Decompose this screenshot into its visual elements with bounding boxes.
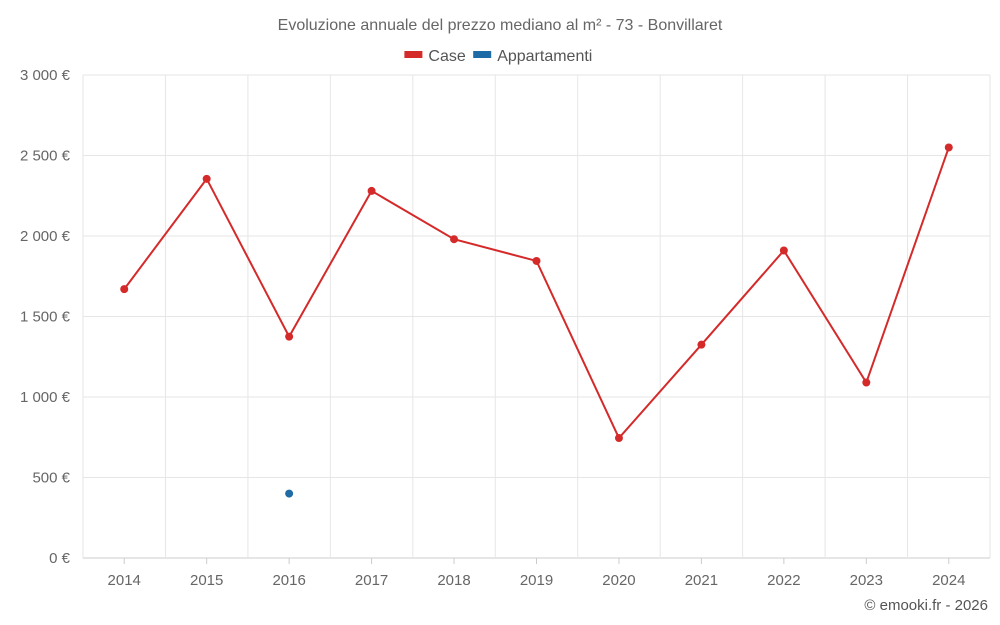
- x-tick-label: 2020: [602, 572, 635, 589]
- data-point-case[interactable]: [862, 378, 871, 387]
- chart-title: Evoluzione annuale del prezzo mediano al…: [278, 17, 723, 34]
- legend-label[interactable]: Case: [428, 48, 465, 65]
- x-tick-label: 2024: [932, 572, 965, 589]
- y-tick-label: 1 000 €: [20, 389, 71, 406]
- x-tick-label: 2018: [437, 572, 470, 589]
- x-tick-label: 2022: [767, 572, 800, 589]
- data-point-case[interactable]: [450, 235, 459, 244]
- y-tick-label: 500 €: [32, 470, 70, 487]
- x-tick-label: 2023: [850, 572, 883, 589]
- series-layer: [120, 143, 953, 498]
- x-tick-label: 2014: [108, 572, 141, 589]
- y-tick-label: 1 500 €: [20, 309, 71, 326]
- y-tick-label: 0 €: [49, 550, 71, 567]
- data-point-case[interactable]: [779, 246, 788, 255]
- data-point-case[interactable]: [944, 143, 953, 152]
- x-axis: 2014 2015 2016 2017 2018 2019 2020 2021 2022 2023…: [108, 558, 965, 589]
- data-point-case[interactable]: [532, 256, 541, 265]
- data-point-case[interactable]: [120, 285, 129, 294]
- y-tick-label: 2 000 €: [20, 228, 71, 245]
- credit-text: © emooki.fr - 2026: [864, 597, 988, 614]
- y-tick-label: 2 500 €: [20, 148, 71, 165]
- legend-swatch: [473, 51, 492, 58]
- x-tick-label: 2021: [685, 572, 718, 589]
- legend-swatch: [404, 51, 423, 58]
- x-tick-label: 2017: [355, 572, 388, 589]
- data-point-case[interactable]: [697, 340, 706, 349]
- x-tick-label: 2015: [190, 572, 223, 589]
- y-tick-label: 3 000 €: [20, 67, 71, 84]
- data-point-case[interactable]: [367, 186, 376, 195]
- x-tick-label: 2016: [272, 572, 305, 589]
- data-point-case[interactable]: [285, 332, 294, 341]
- data-point-case[interactable]: [202, 174, 211, 183]
- legend-label[interactable]: Appartamenti: [497, 48, 592, 65]
- legend: Case Appartamenti: [404, 48, 592, 65]
- gridlines: [82, 74, 991, 559]
- x-tick-label: 2019: [520, 572, 553, 589]
- y-axis: 0 € 500 € 1 000 € 1 500 € 2 000 € 2 500 € 3 00…: [20, 67, 71, 567]
- data-point-case[interactable]: [614, 434, 623, 443]
- data-point-appartamenti[interactable]: [285, 489, 294, 498]
